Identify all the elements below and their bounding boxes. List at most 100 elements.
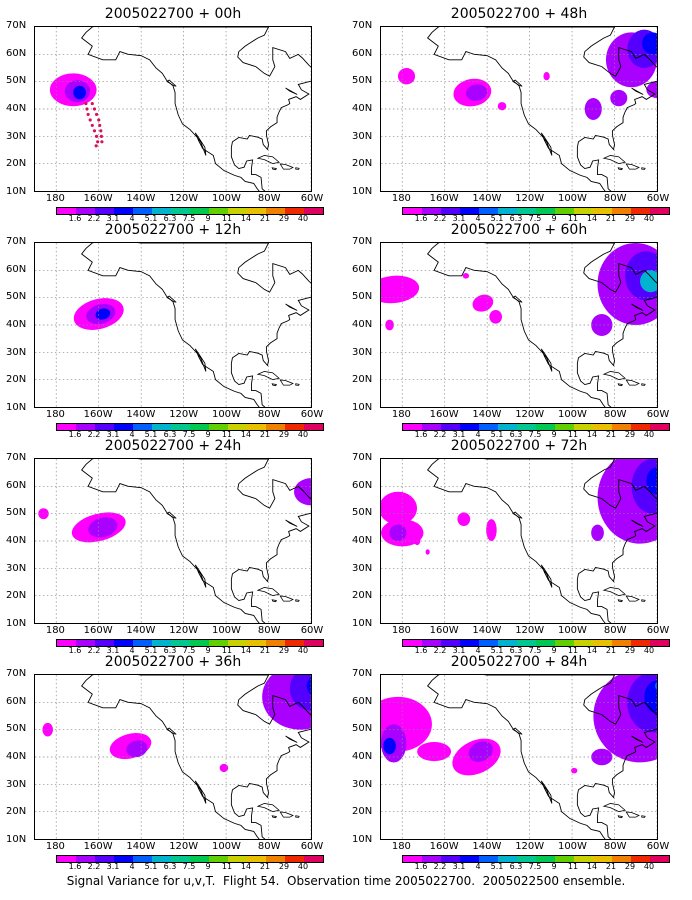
colorbar-label: 6.3	[509, 646, 523, 655]
coastline-island	[602, 587, 626, 597]
coastline-island	[631, 87, 644, 95]
colorbar-swatch	[285, 208, 304, 214]
map-panel: 2005022700 + 60h 70N 60N 50N 40N 30N 20N 10N 180…	[346, 222, 692, 439]
colorbar-swatch	[57, 208, 76, 214]
colorbar-label: 6.3	[509, 430, 523, 439]
longitude-tick-label: 120W	[169, 841, 199, 852]
coastline-island	[285, 519, 298, 527]
map-svg	[35, 27, 311, 191]
colorbar-swatch	[422, 856, 441, 862]
map-panel: 2005022700 + 00h 70N 60N 50N 40N 30N 20N 10N 180…	[0, 6, 346, 223]
colorbar-label: 29	[278, 646, 290, 655]
longitude-tick-label: 120W	[515, 625, 545, 636]
longitude-tick-label: 140W	[126, 193, 156, 204]
colorbar-label: 3.1	[106, 430, 120, 439]
panel-title: 2005022700 + 48h	[450, 6, 588, 22]
colorbar-swatch	[593, 856, 612, 862]
variance-contour	[389, 524, 407, 541]
longitude-tick-label: 180	[391, 625, 411, 636]
colorbar-swatch	[95, 208, 114, 214]
colorbar-label: 3.1	[106, 214, 120, 223]
variance-contour	[383, 737, 396, 755]
longitude-tick-label: 80W	[257, 409, 281, 420]
longitude-tick-label: 100W	[211, 409, 241, 420]
longitude-tick-label: 60W	[646, 409, 670, 420]
panel-title: 2005022700 + 36h	[104, 654, 242, 670]
colorbar-label: 14	[240, 430, 252, 439]
longitude-tick-label: 60W	[300, 193, 324, 204]
coastline-island	[295, 167, 300, 170]
coastline-north-america	[427, 675, 657, 839]
flight-track-dot	[100, 140, 104, 144]
colorbar-label: 4	[129, 862, 135, 871]
panel-title: 2005022700 + 72h	[450, 438, 588, 454]
colorbar-label: 6.3	[163, 214, 177, 223]
colorbar-label: 29	[624, 862, 636, 871]
flight-track-dot	[90, 101, 94, 106]
colorbar-swatch	[304, 856, 323, 862]
latitude-tick-label: 60N	[352, 479, 373, 491]
colorbar-swatch	[209, 424, 228, 430]
colorbar-swatch	[460, 640, 479, 646]
colorbar-label: 21	[259, 862, 271, 871]
variance-contour	[425, 549, 430, 555]
colorbar-label: 11	[221, 862, 233, 871]
colorbar-label: 2.2	[433, 646, 447, 655]
colorbar-swatch	[517, 208, 536, 214]
coastline-north-america	[81, 27, 311, 191]
colorbar-swatch	[304, 424, 323, 430]
colorbar-swatch	[498, 640, 517, 646]
longitude-tick-label: 140W	[472, 409, 502, 420]
colorbar-label: 5.1	[144, 646, 158, 655]
colorbar-swatch	[650, 640, 669, 646]
colorbar-label: 11	[567, 430, 579, 439]
colorbar-label: 2.2	[87, 646, 101, 655]
variance-contour	[294, 478, 311, 506]
colorbar-label: 14	[586, 862, 598, 871]
variance-contour	[289, 675, 311, 711]
map-svg	[35, 243, 311, 407]
latitude-tick-label: 70N	[6, 236, 27, 247]
coastline-island	[271, 599, 277, 603]
variance-contour	[591, 314, 613, 336]
latitude-tick-label: 10N	[352, 402, 373, 413]
longitude-tick-label: 140W	[472, 193, 502, 204]
latitude-tick-label: 10N	[352, 618, 373, 629]
longitude-tick-label: 120W	[169, 193, 199, 204]
colorbar-label: 4	[475, 214, 481, 223]
flight-track-dot	[99, 129, 103, 133]
panel-title: 2005022700 + 12h	[104, 222, 242, 238]
colorbar-label: 5.1	[490, 862, 504, 871]
colorbar-swatch	[133, 856, 152, 862]
colorbar-label: 11	[221, 214, 233, 223]
colorbar-label: 29	[624, 646, 636, 655]
colorbar-label: 21	[605, 862, 617, 871]
latitude-tick-label: 70N	[6, 452, 27, 463]
panel-title: 2005022700 + 60h	[450, 222, 588, 238]
latitude-tick-label: 20N	[6, 158, 27, 170]
colorbar-swatch	[650, 856, 669, 862]
latitude-tick-label: 60N	[6, 47, 27, 59]
coastline-island	[625, 379, 640, 386]
colorbar-swatch	[76, 208, 95, 214]
colorbar-label: 40	[643, 214, 655, 223]
longitude-tick-label: 160W	[429, 409, 459, 420]
coastline-island	[279, 811, 294, 818]
colorbar-label: 3.1	[106, 646, 120, 655]
coastline-island	[271, 383, 277, 387]
latitude-tick-label: 70N	[352, 236, 373, 247]
latitude-tick-label: 50N	[6, 291, 27, 303]
colorbar-label: 21	[259, 430, 271, 439]
colorbar-label: 5.1	[144, 862, 158, 871]
map-panel: 2005022700 + 48h 70N 60N 50N 40N 30N 20N 10N 180…	[346, 6, 692, 223]
colorbar-label: 5.1	[490, 214, 504, 223]
variance-contour	[417, 741, 452, 762]
colorbar-swatch	[247, 640, 266, 646]
latitude-tick-label: 40N	[6, 319, 27, 330]
longitude-tick-label: 180	[45, 409, 65, 420]
coastline-north-america	[427, 27, 657, 191]
colorbar-label: 7.5	[182, 862, 196, 871]
colorbar-swatch	[114, 208, 133, 214]
colorbar-swatch	[114, 424, 133, 430]
variance-contour	[654, 681, 657, 690]
